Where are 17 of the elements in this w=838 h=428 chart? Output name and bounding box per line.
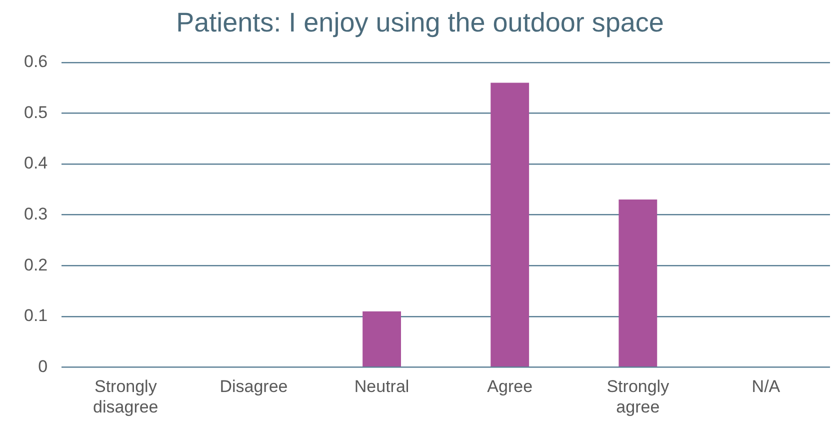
x-tick-label: Neutral: [354, 377, 410, 396]
y-tick-label: 0.2: [24, 255, 48, 274]
y-tick-label: 0.6: [24, 52, 48, 72]
y-tick-label: 0.4: [24, 154, 48, 173]
bar: [490, 82, 530, 367]
y-tick-label: 0.1: [24, 306, 48, 326]
x-tick-label: Agree: [487, 377, 533, 396]
bar: [362, 311, 401, 367]
y-tick-label: 0.5: [24, 102, 48, 122]
bar: [618, 200, 658, 367]
chart-title: Patients: I enjoy using the outdoor space: [176, 8, 664, 38]
x-tick-label: Strongly agree: [606, 377, 670, 416]
x-tick-label: Disagree: [220, 377, 288, 396]
x-tick-label: Strongly disagree: [93, 377, 158, 416]
x-tick-label: N/A: [752, 377, 781, 396]
y-tick-label: 0.3: [24, 204, 48, 224]
y-tick-label: 0: [38, 356, 48, 376]
